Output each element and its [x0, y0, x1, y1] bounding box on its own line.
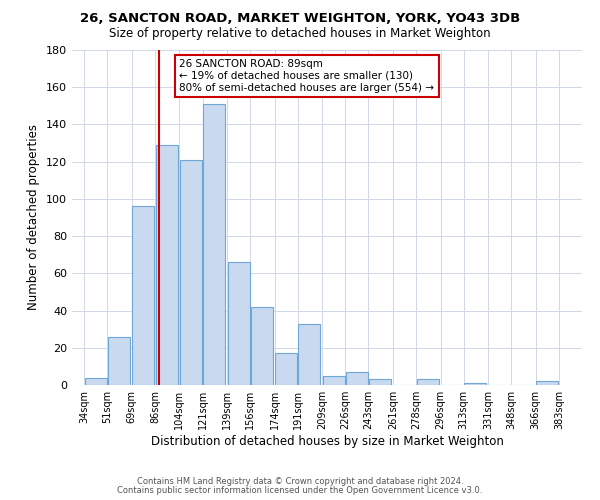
- Text: 26 SANCTON ROAD: 89sqm
← 19% of detached houses are smaller (130)
80% of semi-de: 26 SANCTON ROAD: 89sqm ← 19% of detached…: [179, 60, 434, 92]
- Bar: [464, 383, 486, 385]
- Bar: [155, 145, 178, 385]
- Bar: [536, 382, 559, 385]
- Bar: [251, 307, 273, 385]
- Bar: [227, 262, 250, 385]
- Bar: [298, 324, 320, 385]
- Text: 26, SANCTON ROAD, MARKET WEIGHTON, YORK, YO43 3DB: 26, SANCTON ROAD, MARKET WEIGHTON, YORK,…: [80, 12, 520, 26]
- Bar: [346, 372, 368, 385]
- Bar: [203, 104, 225, 385]
- Bar: [323, 376, 345, 385]
- Bar: [416, 380, 439, 385]
- Bar: [180, 160, 202, 385]
- Bar: [133, 206, 154, 385]
- Bar: [369, 380, 391, 385]
- Bar: [275, 354, 297, 385]
- Bar: [108, 336, 130, 385]
- Text: Contains HM Land Registry data © Crown copyright and database right 2024.: Contains HM Land Registry data © Crown c…: [137, 477, 463, 486]
- Text: Size of property relative to detached houses in Market Weighton: Size of property relative to detached ho…: [109, 28, 491, 40]
- Text: Contains public sector information licensed under the Open Government Licence v3: Contains public sector information licen…: [118, 486, 482, 495]
- Bar: [85, 378, 107, 385]
- X-axis label: Distribution of detached houses by size in Market Weighton: Distribution of detached houses by size …: [151, 435, 503, 448]
- Y-axis label: Number of detached properties: Number of detached properties: [28, 124, 40, 310]
